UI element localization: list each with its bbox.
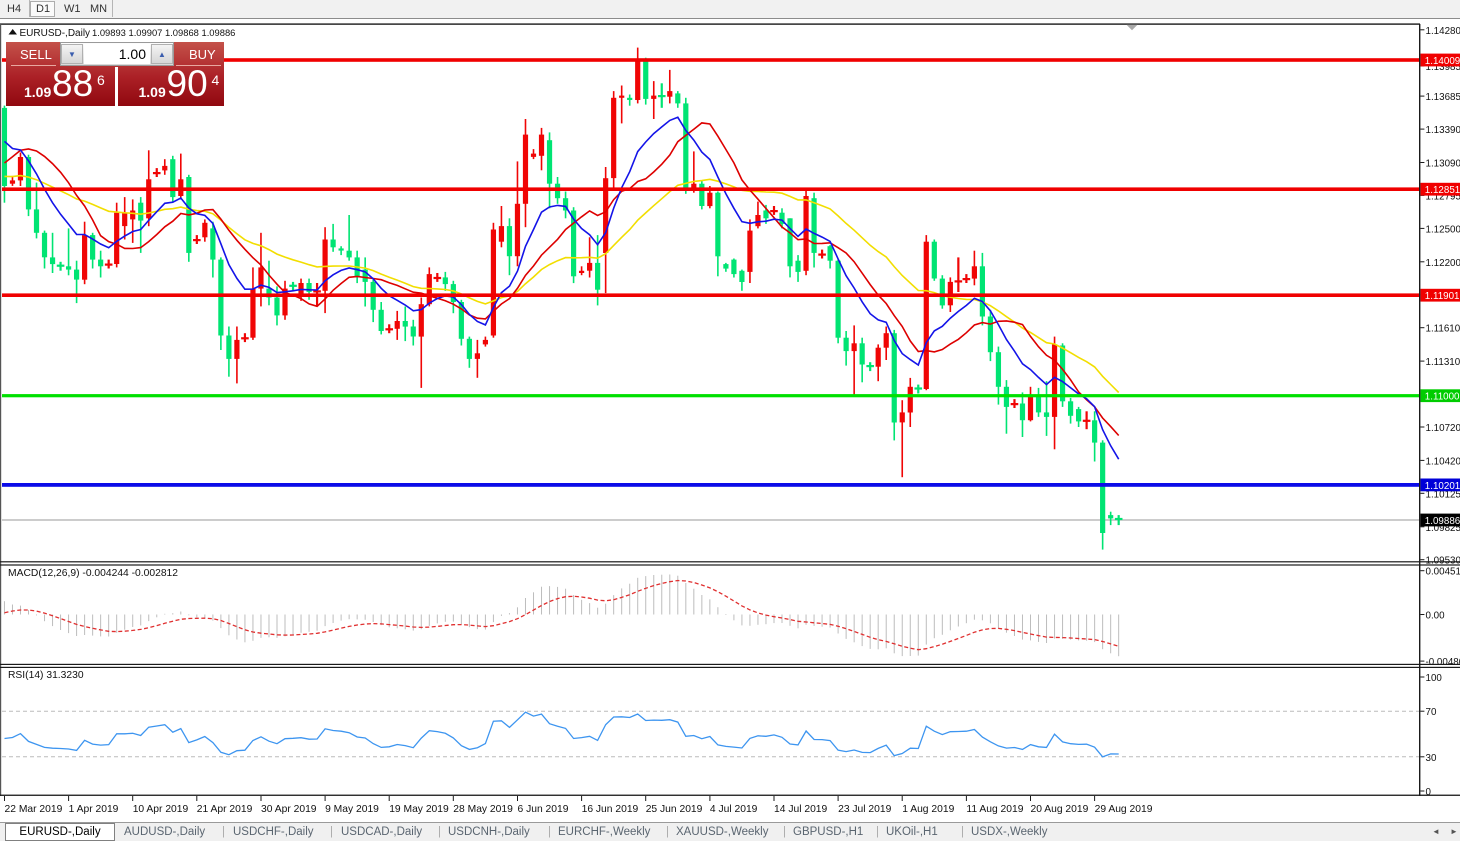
svg-text:1.13685: 1.13685: [1426, 92, 1460, 103]
svg-text:0.004517: 0.004517: [1426, 567, 1460, 578]
svg-text:30: 30: [1426, 753, 1437, 764]
svg-text:1.14009: 1.14009: [1425, 56, 1460, 67]
svg-text:4 Jul 2019: 4 Jul 2019: [710, 804, 758, 815]
svg-text:1.10720: 1.10720: [1426, 423, 1460, 434]
svg-text:29 Aug 2019: 29 Aug 2019: [1095, 804, 1153, 815]
svg-text:-0.004804: -0.004804: [1426, 657, 1460, 668]
svg-text:14 Jul 2019: 14 Jul 2019: [774, 804, 828, 815]
svg-text:1.14280: 1.14280: [1426, 26, 1460, 37]
svg-text:1.13985: 1.13985: [1426, 62, 1460, 73]
svg-text:1.10420: 1.10420: [1426, 456, 1460, 467]
svg-text:1.09886: 1.09886: [1425, 516, 1460, 527]
svg-text:0: 0: [1426, 787, 1432, 798]
svg-text:MACD(12,26,9) -0.004244 -0.002: MACD(12,26,9) -0.004244 -0.002812: [8, 568, 178, 579]
svg-text:0.00: 0.00: [1426, 611, 1446, 622]
svg-text:20 Aug 2019: 20 Aug 2019: [1031, 804, 1089, 815]
svg-text:30 Apr 2019: 30 Apr 2019: [261, 804, 317, 815]
svg-text:1.13090: 1.13090: [1426, 159, 1460, 170]
svg-text:6 Jun 2019: 6 Jun 2019: [518, 804, 569, 815]
svg-text:11 Aug 2019: 11 Aug 2019: [966, 804, 1023, 815]
svg-text:1.12795: 1.12795: [1426, 191, 1460, 202]
svg-text:1.12500: 1.12500: [1426, 224, 1460, 235]
svg-text:1 Aug 2019: 1 Aug 2019: [902, 804, 954, 815]
svg-text:1.11610: 1.11610: [1426, 324, 1460, 335]
svg-text:16 Jun 2019: 16 Jun 2019: [582, 804, 639, 815]
svg-text:1.11310: 1.11310: [1426, 357, 1460, 368]
svg-text:10 Apr 2019: 10 Apr 2019: [133, 804, 189, 815]
svg-text:1.13390: 1.13390: [1426, 125, 1460, 136]
svg-text:25 Jun 2019: 25 Jun 2019: [646, 804, 703, 815]
svg-text:22 Mar 2019: 22 Mar 2019: [5, 804, 63, 815]
svg-text:100: 100: [1426, 673, 1443, 684]
svg-text:1.09893 1.09907 1.09868 1.0988: 1.09893 1.09907 1.09868 1.09886: [92, 27, 235, 38]
svg-text:EURUSD-,Daily: EURUSD-,Daily: [20, 28, 91, 39]
svg-text:1 Apr 2019: 1 Apr 2019: [69, 804, 119, 815]
svg-text:1.11000: 1.11000: [1425, 392, 1460, 403]
svg-text:28 May 2019: 28 May 2019: [453, 804, 513, 815]
svg-text:RSI(14) 31.3230: RSI(14) 31.3230: [8, 670, 84, 681]
svg-text:1.09825: 1.09825: [1426, 523, 1460, 534]
svg-text:1.12851: 1.12851: [1425, 185, 1460, 196]
svg-text:1.12200: 1.12200: [1426, 258, 1460, 269]
svg-text:1.10201: 1.10201: [1425, 481, 1460, 492]
svg-text:70: 70: [1426, 707, 1437, 718]
svg-text:21 Apr 2019: 21 Apr 2019: [197, 804, 253, 815]
svg-text:19 May 2019: 19 May 2019: [389, 804, 449, 815]
svg-text:1.10125: 1.10125: [1426, 489, 1460, 500]
svg-text:1.11901: 1.11901: [1425, 291, 1460, 302]
svg-text:9 May 2019: 9 May 2019: [325, 804, 379, 815]
svg-text:23 Jul 2019: 23 Jul 2019: [838, 804, 892, 815]
